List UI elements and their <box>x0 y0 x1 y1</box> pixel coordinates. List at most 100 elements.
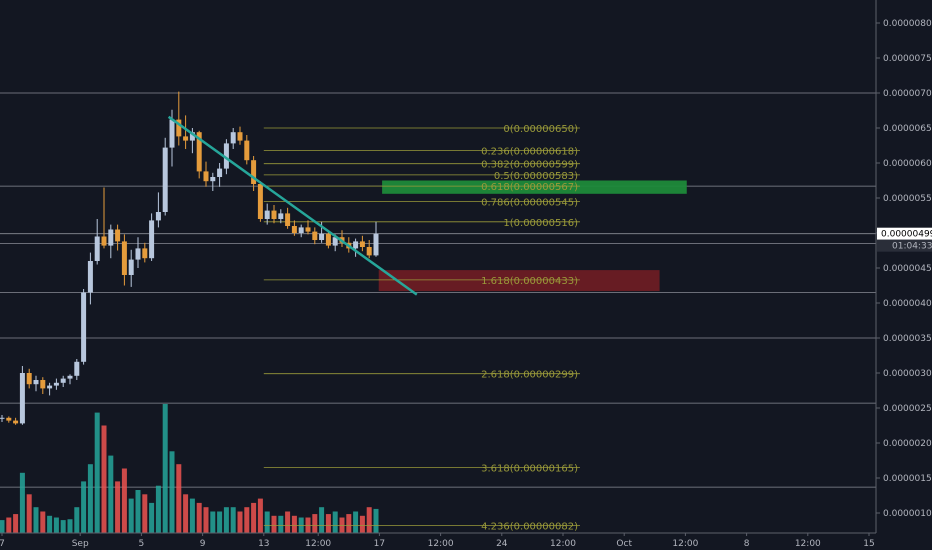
candle-body <box>244 140 250 161</box>
fib-label: 1(0.00000516) <box>503 218 578 229</box>
green-zone <box>382 180 687 194</box>
volume-bar <box>33 507 39 533</box>
candle-body <box>291 226 297 233</box>
y-tick-label: 0.00000250 <box>883 404 932 414</box>
volume-bar <box>0 520 5 533</box>
volume-bar <box>312 514 318 533</box>
y-tick-label: 0.00000600 <box>883 159 932 169</box>
candle-body <box>53 382 59 386</box>
candle-body <box>285 213 291 226</box>
y-tick-label: 0.00000400 <box>883 299 932 309</box>
y-tick-label: 0.00000100 <box>883 509 932 519</box>
candle-body <box>373 233 379 256</box>
fib-label: 0.786(0.00000545) <box>481 198 578 209</box>
candle-body <box>223 143 229 169</box>
y-axis-background <box>876 0 932 550</box>
volume-bar <box>359 515 365 533</box>
fib-label: 3.618(0.00000165) <box>481 464 578 475</box>
x-tick-label: 12:00 <box>672 539 698 549</box>
candle-body <box>176 119 182 137</box>
x-axis: 7 Sep 5 9 13 12:00 17 12:00 24 12:00 Oct 12:00 8 12:0… <box>0 533 875 549</box>
x-tick-label: 12:00 <box>795 539 821 549</box>
x-tick-label: 15 <box>863 539 874 549</box>
candles <box>0 91 379 425</box>
x-tick-label: Oct <box>616 539 632 549</box>
x-tick-label: 13 <box>258 539 269 549</box>
candle-body <box>128 259 134 275</box>
x-tick-label: 5 <box>139 539 145 549</box>
candle-body <box>135 248 141 260</box>
volume-bar <box>67 519 73 533</box>
volume-bar <box>108 455 114 533</box>
candle-body <box>278 213 284 219</box>
candle-body <box>19 373 25 424</box>
last-price-tag <box>877 227 932 240</box>
candle-body <box>359 241 365 247</box>
volume-bar <box>101 425 107 533</box>
candle-body <box>264 210 270 219</box>
candle-body <box>189 132 195 141</box>
candle-body <box>203 171 209 182</box>
fib-label: 0(0.00000650) <box>503 124 578 135</box>
y-tick-label: 0.00000750 <box>883 54 932 64</box>
fib-label: 0.382(0.00000599) <box>481 160 578 171</box>
volume-bar <box>325 514 331 533</box>
x-tick-label: 9 <box>200 539 206 549</box>
candle-body <box>312 231 318 240</box>
volume-bar <box>142 494 148 533</box>
volume-bar <box>53 517 59 533</box>
volume-bar <box>366 507 372 533</box>
x-tick-label: 12:00 <box>305 539 331 549</box>
volume-bar <box>115 481 121 533</box>
candle-body <box>332 237 338 246</box>
candle-body <box>115 229 121 242</box>
fib-label: 2.618(0.00000299) <box>481 370 578 381</box>
volume-bar <box>176 464 182 533</box>
volume-bar <box>81 481 87 533</box>
fib-label: 0.618(0.00000567) <box>481 182 578 193</box>
y-axis: 0.00000800 0.00000750 0.00000700 0.00000650… <box>876 19 932 519</box>
volume-bar <box>19 472 25 533</box>
red-zone <box>378 270 660 292</box>
candle-body <box>94 236 100 261</box>
y-tick-label: 0.00000150 <box>883 474 932 484</box>
candle-body <box>0 417 5 419</box>
volume-bar <box>271 515 277 533</box>
candle-body <box>251 160 257 184</box>
last-price-label: 0.00000499 <box>881 230 932 240</box>
x-tick-label: Sep <box>72 539 89 549</box>
x-tick-label: 12:00 <box>428 539 454 549</box>
candle-body <box>325 233 331 246</box>
candle-body <box>271 210 277 219</box>
candle-timer: 01:04:33 <box>892 242 932 252</box>
candle-body <box>155 212 161 221</box>
volume-bar <box>183 494 189 533</box>
volume-bar <box>203 507 209 533</box>
volume-bar <box>169 451 175 533</box>
candle-body <box>230 132 236 144</box>
volume-bar <box>149 502 155 533</box>
volume-bar <box>223 507 229 533</box>
x-axis-background <box>0 533 876 550</box>
candle-body <box>40 380 46 389</box>
volume-bar <box>217 511 223 533</box>
candle-body <box>81 292 87 362</box>
volume-bar <box>210 511 216 533</box>
candle-body <box>169 119 175 148</box>
volume-bar <box>162 404 168 533</box>
volume-bar <box>353 511 359 533</box>
volume-bar <box>155 485 161 533</box>
y-tick-label: 0.00000450 <box>883 264 932 274</box>
volume-bar <box>87 464 93 533</box>
candle-body <box>142 248 148 259</box>
candle-body <box>13 420 19 424</box>
volume-bar <box>237 511 243 533</box>
candle-body <box>217 168 223 177</box>
volume-bar <box>40 511 46 533</box>
volume-bar <box>135 490 141 533</box>
volume-bar <box>74 507 80 533</box>
candle-body <box>121 241 127 275</box>
candle-body <box>149 220 155 259</box>
volume-bar <box>60 520 66 533</box>
